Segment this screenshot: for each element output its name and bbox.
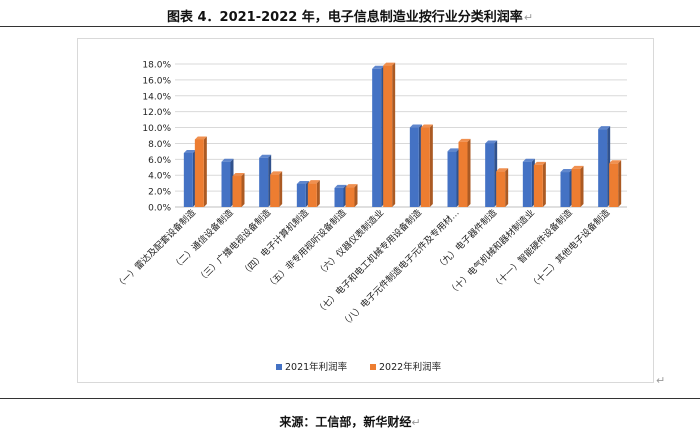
bar-2022: [420, 127, 430, 207]
bar-top: [458, 138, 471, 142]
y-axis: 0.0% 2.0% 4.0% 6.0% 8.0% 10.0% 12.0% 14.0% 16.0%…: [142, 61, 171, 214]
bar-2021: [372, 68, 382, 207]
title-rule: [0, 26, 700, 27]
bar-top: [307, 180, 320, 184]
y-tick-label: 2.0%: [148, 188, 171, 198]
bar-top: [609, 160, 622, 164]
bar-side: [241, 173, 245, 207]
bar-top: [270, 171, 283, 175]
bars: [183, 62, 622, 207]
bar-top: [496, 168, 509, 172]
paragraph-mark: ↵: [656, 374, 666, 387]
bar-top: [194, 136, 207, 140]
bar-2021: [522, 161, 532, 207]
bar-2021: [183, 152, 193, 207]
bar-side: [580, 165, 584, 207]
bar-2022: [270, 174, 280, 207]
bar-top: [447, 148, 460, 152]
bar-2022: [458, 141, 468, 207]
bar-top: [560, 169, 573, 173]
figure-title-text: 图表 4．2021-2022 年，电子信息制造业按行业分类利润率: [166, 10, 523, 25]
bar-top: [232, 173, 245, 177]
bar-2021: [296, 183, 306, 207]
bar-top: [598, 126, 611, 130]
bar-side: [505, 168, 509, 207]
bar-2021: [221, 161, 231, 207]
legend: 2021年利润率 2022年利润率: [276, 361, 442, 373]
bar-top: [409, 124, 422, 128]
y-tick-label: 16.0%: [142, 76, 171, 86]
bar-side: [354, 184, 358, 207]
bar-side: [618, 160, 622, 207]
bar-side: [203, 136, 207, 207]
x-axis: （一）雷达及配套设备制造（二）通信设备制造（三）广播电视设备制造（四）电子计算机…: [113, 207, 612, 330]
bar-2022: [609, 163, 619, 207]
bar-2021: [259, 157, 269, 207]
figure-title: 图表 4．2021-2022 年，电子信息制造业按行业分类利润率↵: [0, 6, 700, 25]
bar-side: [467, 138, 471, 207]
bar-top: [372, 65, 385, 69]
bar-2021: [560, 172, 570, 207]
legend-label: 2021年利润率: [285, 361, 348, 373]
bar-side: [279, 171, 283, 207]
bar-top: [183, 149, 196, 153]
legend-swatch: [370, 364, 376, 370]
bar-2021: [334, 187, 344, 207]
legend-swatch: [276, 364, 282, 370]
y-tick-label: 14.0%: [142, 92, 171, 102]
bar-top: [334, 184, 347, 188]
y-tick-label: 10.0%: [142, 124, 171, 134]
bar-2022: [496, 171, 506, 207]
bar-2021: [485, 143, 495, 207]
source-text: 来源：工信部，新华财经: [279, 415, 412, 429]
bar-2022: [383, 65, 393, 207]
bar-side: [392, 62, 396, 207]
bar-2021: [409, 127, 419, 207]
bar-2022: [345, 187, 355, 207]
chart-frame: 0.0% 2.0% 4.0% 6.0% 8.0% 10.0% 12.0% 14.0% 16.0%…: [77, 38, 654, 383]
gridlines: [175, 63, 627, 208]
bar-top: [296, 180, 309, 184]
y-tick-label: 0.0%: [148, 204, 171, 214]
bar-2022: [232, 176, 242, 207]
bar-top: [420, 124, 433, 128]
bar-top: [221, 158, 234, 162]
category-label: （三）广播电视设备制造: [195, 207, 273, 285]
y-tick-label: 6.0%: [148, 156, 171, 166]
category-label: （四）电子计算机制造: [239, 207, 311, 279]
bar-side: [316, 180, 320, 207]
bar-2022: [194, 139, 204, 207]
bar-top: [485, 140, 498, 144]
bar-chart: 0.0% 2.0% 4.0% 6.0% 8.0% 10.0% 12.0% 14.0% 16.0%…: [113, 61, 627, 373]
y-tick-label: 4.0%: [148, 172, 171, 182]
bar-top: [383, 62, 396, 66]
paragraph-mark: ↵: [523, 11, 534, 24]
category-label: （一）雷达及配套设备制造: [113, 207, 198, 292]
bar-2022: [571, 168, 581, 207]
y-tick-label: 8.0%: [148, 140, 171, 150]
bar-side: [542, 161, 546, 207]
bar-2021: [447, 151, 457, 207]
source-line: 来源：工信部，新华财经↵: [0, 413, 700, 430]
category-label: （六）仪器仪表制造业: [314, 207, 386, 279]
bar-top: [571, 165, 584, 169]
paragraph-mark: ↵: [411, 416, 421, 429]
bar-top: [522, 158, 535, 162]
legend-label: 2022年利润率: [379, 361, 442, 373]
y-tick-label: 18.0%: [142, 61, 171, 71]
bar-2022: [533, 164, 543, 207]
y-tick-label: 12.0%: [142, 108, 171, 118]
bar-side: [429, 124, 433, 207]
bar-top: [345, 184, 358, 188]
bar-2021: [598, 129, 608, 207]
bar-top: [533, 161, 546, 165]
bar-top: [259, 154, 272, 158]
bar-2022: [307, 183, 317, 207]
source-rule: [0, 398, 700, 399]
